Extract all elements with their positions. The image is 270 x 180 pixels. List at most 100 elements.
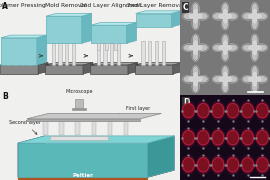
Bar [75, 99, 83, 108]
Bar [92, 121, 96, 135]
Polygon shape [90, 62, 138, 65]
Bar [155, 40, 158, 65]
Polygon shape [197, 101, 210, 120]
Text: Peltier: Peltier [72, 173, 93, 177]
Polygon shape [248, 73, 261, 86]
Polygon shape [242, 158, 254, 172]
Polygon shape [219, 73, 231, 86]
Polygon shape [183, 103, 194, 118]
Polygon shape [248, 41, 261, 54]
Polygon shape [219, 10, 231, 23]
Polygon shape [197, 128, 210, 147]
Polygon shape [211, 101, 225, 120]
Polygon shape [45, 65, 83, 74]
Polygon shape [189, 41, 202, 54]
Bar [108, 121, 112, 135]
Polygon shape [18, 170, 174, 177]
Bar [110, 43, 113, 65]
Polygon shape [91, 25, 127, 43]
Polygon shape [256, 103, 268, 118]
Polygon shape [226, 101, 239, 120]
Text: Second layer: Second layer [9, 120, 41, 134]
Bar [72, 43, 75, 65]
Bar [96, 43, 100, 50]
Polygon shape [189, 10, 202, 23]
Polygon shape [241, 156, 254, 174]
Bar [59, 121, 64, 135]
Polygon shape [18, 143, 147, 177]
Polygon shape [182, 101, 195, 120]
Text: Mold Removal: Mold Removal [45, 3, 86, 8]
Polygon shape [27, 113, 162, 119]
Bar [50, 136, 108, 140]
Polygon shape [213, 3, 238, 30]
Polygon shape [256, 156, 269, 174]
Bar [96, 43, 100, 65]
Polygon shape [241, 101, 254, 120]
Polygon shape [212, 130, 224, 145]
Polygon shape [46, 16, 82, 43]
Bar [117, 43, 120, 65]
Polygon shape [136, 14, 171, 27]
Text: First layer: First layer [111, 106, 150, 116]
Polygon shape [189, 73, 202, 86]
Text: C: C [183, 3, 189, 12]
Polygon shape [197, 103, 209, 118]
Polygon shape [37, 35, 47, 65]
Polygon shape [248, 10, 261, 23]
Polygon shape [127, 22, 137, 43]
Polygon shape [197, 156, 210, 174]
Polygon shape [256, 130, 268, 145]
Polygon shape [182, 156, 195, 174]
Polygon shape [212, 103, 224, 118]
Polygon shape [83, 62, 93, 74]
Bar [148, 40, 151, 65]
Polygon shape [1, 38, 37, 65]
Polygon shape [173, 62, 183, 74]
Polygon shape [227, 103, 239, 118]
Polygon shape [241, 128, 254, 147]
Polygon shape [135, 62, 183, 65]
Polygon shape [242, 130, 254, 145]
Polygon shape [213, 66, 238, 93]
Polygon shape [1, 65, 38, 74]
Bar [114, 43, 117, 50]
Polygon shape [183, 158, 194, 172]
Bar [141, 40, 145, 65]
Text: Microscope: Microscope [65, 89, 93, 94]
Polygon shape [242, 66, 267, 93]
Bar [58, 43, 62, 65]
Polygon shape [219, 41, 231, 54]
Polygon shape [242, 34, 267, 61]
Polygon shape [128, 62, 138, 74]
Text: 2nd Layer Alignment: 2nd Layer Alignment [80, 3, 141, 8]
Polygon shape [135, 65, 173, 74]
Polygon shape [256, 101, 269, 120]
Bar [103, 43, 107, 65]
Bar [43, 121, 48, 135]
Polygon shape [90, 65, 128, 74]
Polygon shape [136, 11, 181, 13]
Polygon shape [18, 177, 147, 180]
Polygon shape [45, 62, 93, 65]
Polygon shape [212, 158, 224, 172]
Text: Polymer Pressing: Polymer Pressing [0, 3, 46, 8]
Polygon shape [147, 136, 174, 177]
Polygon shape [38, 62, 48, 74]
Polygon shape [18, 136, 45, 177]
Polygon shape [183, 3, 208, 30]
Polygon shape [1, 62, 48, 65]
Polygon shape [227, 130, 239, 145]
Polygon shape [91, 22, 137, 25]
Polygon shape [211, 156, 225, 174]
Polygon shape [1, 35, 47, 38]
Text: 2nd Layer Removal: 2nd Layer Removal [127, 3, 184, 8]
Polygon shape [256, 158, 268, 172]
Polygon shape [46, 14, 92, 16]
Polygon shape [82, 14, 92, 43]
Polygon shape [171, 11, 181, 27]
Bar [162, 40, 165, 65]
Bar [105, 43, 108, 50]
Polygon shape [256, 128, 269, 147]
Bar [75, 121, 80, 135]
